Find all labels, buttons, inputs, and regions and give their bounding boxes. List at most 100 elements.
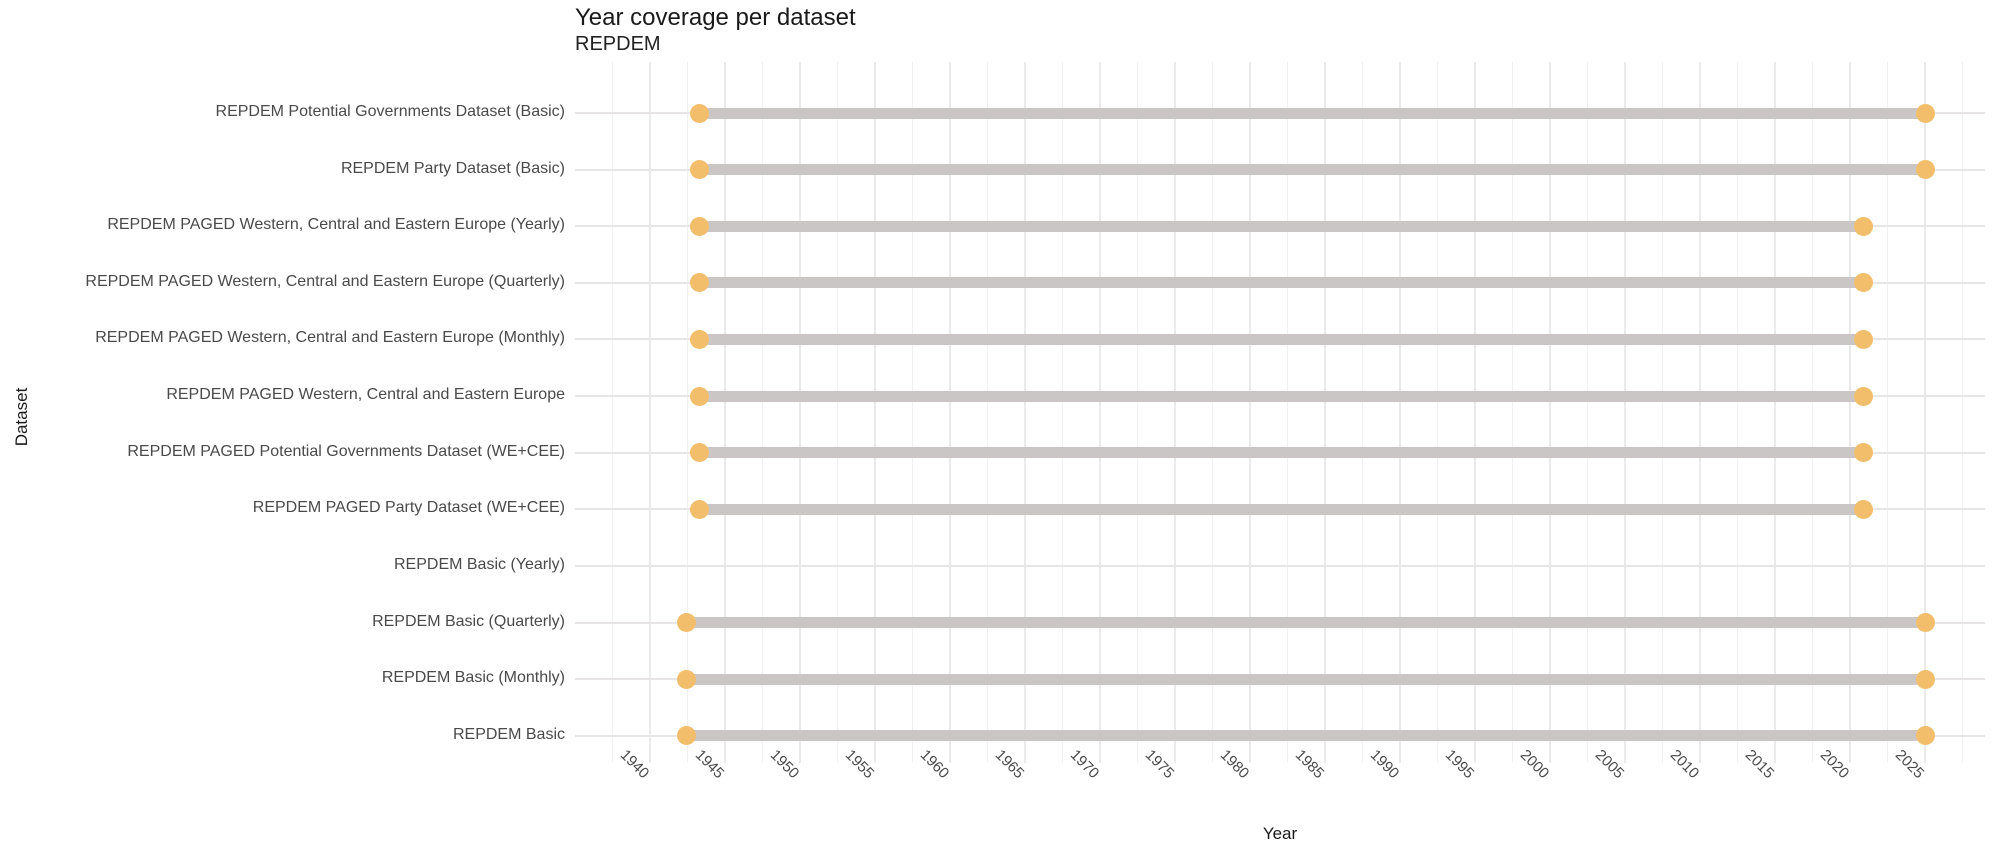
x-gridline-major — [1624, 62, 1626, 763]
x-gridline-minor — [837, 62, 838, 763]
x-gridline-major — [1549, 62, 1551, 763]
range-bar — [686, 673, 1925, 685]
x-gridline-major — [1324, 62, 1326, 763]
x-tick-label: 2010 — [1666, 746, 1702, 783]
x-tick-label: 1985 — [1291, 746, 1327, 783]
range-end-dot — [1854, 386, 1873, 406]
x-gridline-major — [799, 62, 801, 763]
x-tick-label: 1940 — [616, 746, 652, 783]
range-bar — [699, 220, 1864, 232]
y-tick-label: REPDEM Basic — [452, 725, 565, 743]
y-tick-label: REPDEM PAGED Western, Central and Easter… — [85, 272, 565, 290]
range-start-dot — [676, 726, 696, 746]
x-gridline-minor — [987, 62, 988, 763]
x-tick-label: 1955 — [841, 746, 877, 783]
x-gridline-minor — [912, 62, 913, 763]
range-start-dot — [676, 669, 696, 689]
x-tick-label: 1975 — [1141, 746, 1177, 783]
range-start-dot — [690, 443, 709, 463]
x-tick-label: 2015 — [1741, 746, 1777, 783]
range-bar — [686, 730, 1925, 742]
range-bar — [686, 617, 1925, 629]
x-gridline-major — [1474, 62, 1476, 763]
chart-subtitle: REPDEM — [575, 33, 661, 55]
y-tick-label: REPDEM Basic (Yearly) — [393, 555, 565, 573]
row-gridline — [575, 564, 1985, 567]
range-end-dot — [1854, 499, 1873, 519]
y-tick-label: REPDEM PAGED Western, Central and Easter… — [107, 216, 565, 234]
x-tick-label: 2020 — [1816, 746, 1852, 783]
range-start-dot — [690, 499, 709, 519]
y-tick-label: REPDEM PAGED Party Dataset (WE+CEE) — [252, 499, 565, 517]
range-bar — [699, 447, 1864, 459]
x-gridline-major — [1024, 62, 1026, 763]
x-gridline-minor — [687, 62, 688, 763]
x-gridline-major — [1849, 62, 1851, 763]
x-axis-title: Year — [1262, 824, 1298, 843]
x-gridline-minor — [1512, 62, 1513, 763]
x-tick-label: 1990 — [1366, 746, 1402, 783]
range-start-dot — [690, 160, 709, 180]
x-gridline-minor — [1812, 62, 1813, 763]
x-gridline-major — [1699, 62, 1701, 763]
range-start-dot — [690, 386, 709, 406]
y-tick-label: REPDEM PAGED Potential Governments Datas… — [127, 442, 565, 460]
range-end-dot — [1854, 216, 1873, 236]
range-end-dot — [1915, 726, 1935, 746]
range-bar — [699, 277, 1864, 289]
range-end-dot — [1915, 669, 1935, 689]
range-start-dot — [690, 216, 709, 236]
range-bar — [699, 164, 1925, 176]
x-tick-label: 1980 — [1216, 746, 1252, 783]
x-gridline-minor — [1137, 62, 1138, 763]
x-tick-label: 1960 — [916, 746, 952, 783]
x-gridline-major — [949, 62, 951, 763]
range-bar — [699, 107, 1925, 119]
range-bar — [699, 390, 1864, 402]
y-tick-label: REPDEM Basic (Monthly) — [381, 669, 565, 687]
x-tick-label: 2025 — [1891, 746, 1927, 783]
range-start-dot — [690, 273, 709, 293]
x-gridline-major — [1774, 62, 1776, 763]
x-gridline-minor — [1587, 62, 1588, 763]
x-gridline-minor — [1212, 62, 1213, 763]
x-gridline-minor — [1662, 62, 1663, 763]
x-gridline-minor — [612, 62, 613, 763]
x-gridline-major — [649, 62, 651, 763]
x-gridline-major — [874, 62, 876, 763]
x-tick-label: 2000 — [1516, 746, 1552, 783]
range-end-dot — [1915, 160, 1935, 180]
y-tick-label: REPDEM Party Dataset (Basic) — [340, 159, 565, 177]
range-end-dot — [1915, 103, 1935, 123]
y-tick-label: REPDEM Basic (Quarterly) — [372, 612, 565, 630]
x-gridline-minor — [1737, 62, 1738, 763]
x-tick-label: 1965 — [991, 746, 1027, 783]
range-end-dot — [1854, 329, 1873, 349]
x-gridline-minor — [1062, 62, 1063, 763]
range-end-dot — [1854, 443, 1873, 463]
range-bar — [699, 503, 1864, 515]
x-gridline-major — [1249, 62, 1251, 763]
x-tick-label: 2005 — [1591, 746, 1627, 783]
range-start-dot — [690, 329, 709, 349]
range-end-dot — [1915, 613, 1935, 633]
x-gridline-minor — [1437, 62, 1438, 763]
range-start-dot — [690, 103, 709, 123]
range-bar — [699, 333, 1864, 345]
x-gridline-minor — [1287, 62, 1288, 763]
x-tick-label: 1950 — [766, 746, 802, 783]
chart-title: Year coverage per dataset — [575, 4, 856, 31]
x-gridline-minor — [762, 62, 763, 763]
range-end-dot — [1854, 273, 1873, 293]
x-gridline-minor — [1887, 62, 1888, 763]
x-gridline-major — [1174, 62, 1176, 763]
x-gridline-major — [1099, 62, 1101, 763]
y-tick-label: REPDEM PAGED Western, Central and Easter… — [95, 329, 565, 347]
x-gridline-major — [1924, 62, 1926, 763]
range-start-dot — [676, 613, 696, 633]
x-tick-label: 1945 — [691, 746, 727, 783]
x-tick-label: 1995 — [1441, 746, 1477, 783]
y-tick-label: REPDEM PAGED Western, Central and Easter… — [166, 386, 565, 404]
y-tick-label: REPDEM Potential Governments Dataset (Ba… — [215, 103, 565, 120]
